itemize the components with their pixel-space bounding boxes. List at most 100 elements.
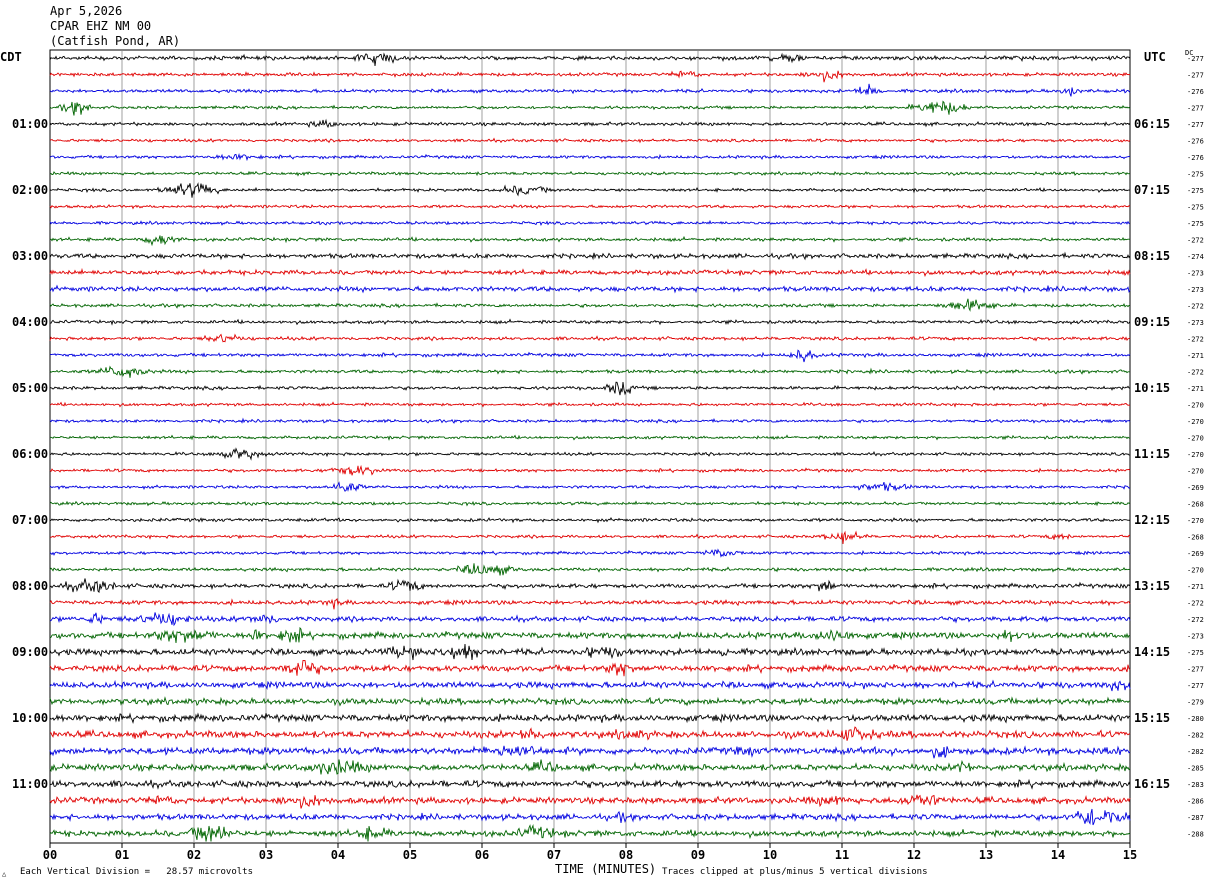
utc-time-label: 15:15 xyxy=(1134,711,1170,725)
dc-offset-label: -276 xyxy=(1187,154,1204,162)
dc-offset-label: -268 xyxy=(1187,534,1204,542)
trace-line xyxy=(49,417,1131,424)
trace-line xyxy=(49,284,1131,294)
cdt-time-label: 07:00 xyxy=(12,513,48,527)
dc-label: DC xyxy=(1185,49,1194,57)
trace-line xyxy=(49,612,1131,627)
x-tick-label: 14 xyxy=(1051,848,1065,862)
trace-line xyxy=(49,481,1131,492)
dc-offset-label: -271 xyxy=(1187,385,1204,393)
dc-offset-label: -275 xyxy=(1187,171,1204,179)
trace-line xyxy=(49,626,1131,644)
x-tick-label: 06 xyxy=(475,848,489,862)
dc-offset-label: -269 xyxy=(1187,484,1204,492)
trace-line xyxy=(49,298,1131,312)
dc-offset-label: -277 xyxy=(1187,121,1204,129)
trace-line xyxy=(49,251,1131,261)
x-tick-label: 12 xyxy=(907,848,921,862)
dc-offset-label: -286 xyxy=(1187,798,1204,806)
x-axis-label: TIME (MINUTES) xyxy=(555,862,657,876)
cdt-time-label: 10:00 xyxy=(12,711,48,725)
utc-time-label: 14:15 xyxy=(1134,645,1170,659)
dc-offset-label: -275 xyxy=(1187,649,1204,657)
corner-mark: △ xyxy=(2,870,7,878)
utc-time-label: 10:15 xyxy=(1134,381,1170,395)
dc-offset-label: -283 xyxy=(1187,781,1204,789)
trace-line xyxy=(49,808,1131,826)
trace-line xyxy=(49,70,1131,83)
dc-offset-label: -277 xyxy=(1187,105,1204,113)
trace-line xyxy=(49,778,1131,790)
dc-offset-label: -270 xyxy=(1187,517,1204,525)
x-tick-label: 04 xyxy=(331,848,345,862)
trace-line xyxy=(49,517,1131,524)
trace-line xyxy=(49,447,1131,461)
dc-offset-label: -277 xyxy=(1187,55,1204,63)
trace-line xyxy=(49,349,1131,363)
dc-offset-label: -273 xyxy=(1187,633,1204,641)
dc-offset-label: -272 xyxy=(1187,303,1204,311)
dc-offset-label: -270 xyxy=(1187,435,1204,443)
utc-time-label: 08:15 xyxy=(1134,249,1170,263)
trace-line xyxy=(49,381,1131,396)
trace-line xyxy=(49,759,1131,775)
trace-line xyxy=(49,464,1131,476)
trace-line xyxy=(49,83,1131,97)
cdt-time-label: 03:00 xyxy=(12,249,48,263)
dc-offset-label: -273 xyxy=(1187,286,1204,294)
dc-offset-label: -272 xyxy=(1187,237,1204,245)
x-tick-label: 10 xyxy=(763,848,777,862)
location-label: (Catfish Pond, AR) xyxy=(50,34,181,48)
x-tick-label: 00 xyxy=(43,848,57,862)
date-label: Apr 5,2026 xyxy=(50,4,123,18)
cdt-time-label: 06:00 xyxy=(12,447,48,461)
trace-line xyxy=(49,500,1131,507)
plot-frame xyxy=(49,49,1131,844)
dc-offset-label: -275 xyxy=(1187,204,1204,212)
utc-time-label: 12:15 xyxy=(1134,513,1170,527)
cdt-time-label: 02:00 xyxy=(12,183,48,197)
cdt-time-label: 08:00 xyxy=(12,579,48,593)
x-tick-label: 02 xyxy=(187,848,201,862)
trace-line xyxy=(49,563,1131,576)
trace-line xyxy=(49,679,1131,692)
dc-offset-label: -287 xyxy=(1187,814,1204,822)
dc-offset-label: -277 xyxy=(1187,72,1204,80)
x-tick-label: 03 xyxy=(259,848,273,862)
dc-offset-label: -272 xyxy=(1187,616,1204,624)
dc-offset-label: -271 xyxy=(1187,352,1204,360)
trace-line xyxy=(49,118,1131,129)
cdt-time-label: 05:00 xyxy=(12,381,48,395)
trace-line xyxy=(49,267,1131,277)
trace-line xyxy=(49,219,1131,227)
dc-offset-label: -272 xyxy=(1187,369,1204,377)
dc-offset-label: -269 xyxy=(1187,550,1204,558)
scale-note: Each Vertical Division = 28.57 microvolt… xyxy=(20,867,253,877)
trace-line xyxy=(49,152,1131,162)
trace-line xyxy=(49,660,1131,677)
dc-offset-label: -277 xyxy=(1187,666,1204,674)
utc-label: UTC xyxy=(1144,50,1166,64)
dc-offset-label: -285 xyxy=(1187,765,1204,773)
trace-line xyxy=(49,578,1131,594)
x-tick-label: 15 xyxy=(1123,848,1137,862)
dc-offset-label: -273 xyxy=(1187,319,1204,327)
dc-offset-label: -282 xyxy=(1187,732,1204,740)
dc-offset-label: -270 xyxy=(1187,418,1204,426)
trace-line xyxy=(49,434,1131,441)
trace-line xyxy=(49,100,1131,116)
station-label: CPAR EHZ NM 00 xyxy=(50,19,152,33)
cdt-time-label: 01:00 xyxy=(12,117,48,131)
dc-offset-label: -270 xyxy=(1187,402,1204,410)
clip-note: Traces clipped at plus/minus 5 vertical … xyxy=(662,867,928,877)
dc-offset-label: -274 xyxy=(1187,253,1204,261)
cdt-label: CDT xyxy=(0,50,22,64)
trace-line xyxy=(49,824,1131,842)
x-tick-label: 08 xyxy=(619,848,633,862)
trace-line xyxy=(49,745,1131,759)
trace-line xyxy=(49,333,1131,343)
trace-line xyxy=(49,182,1130,198)
dc-offset-label: -272 xyxy=(1187,600,1204,608)
utc-time-label: 13:15 xyxy=(1134,579,1170,593)
